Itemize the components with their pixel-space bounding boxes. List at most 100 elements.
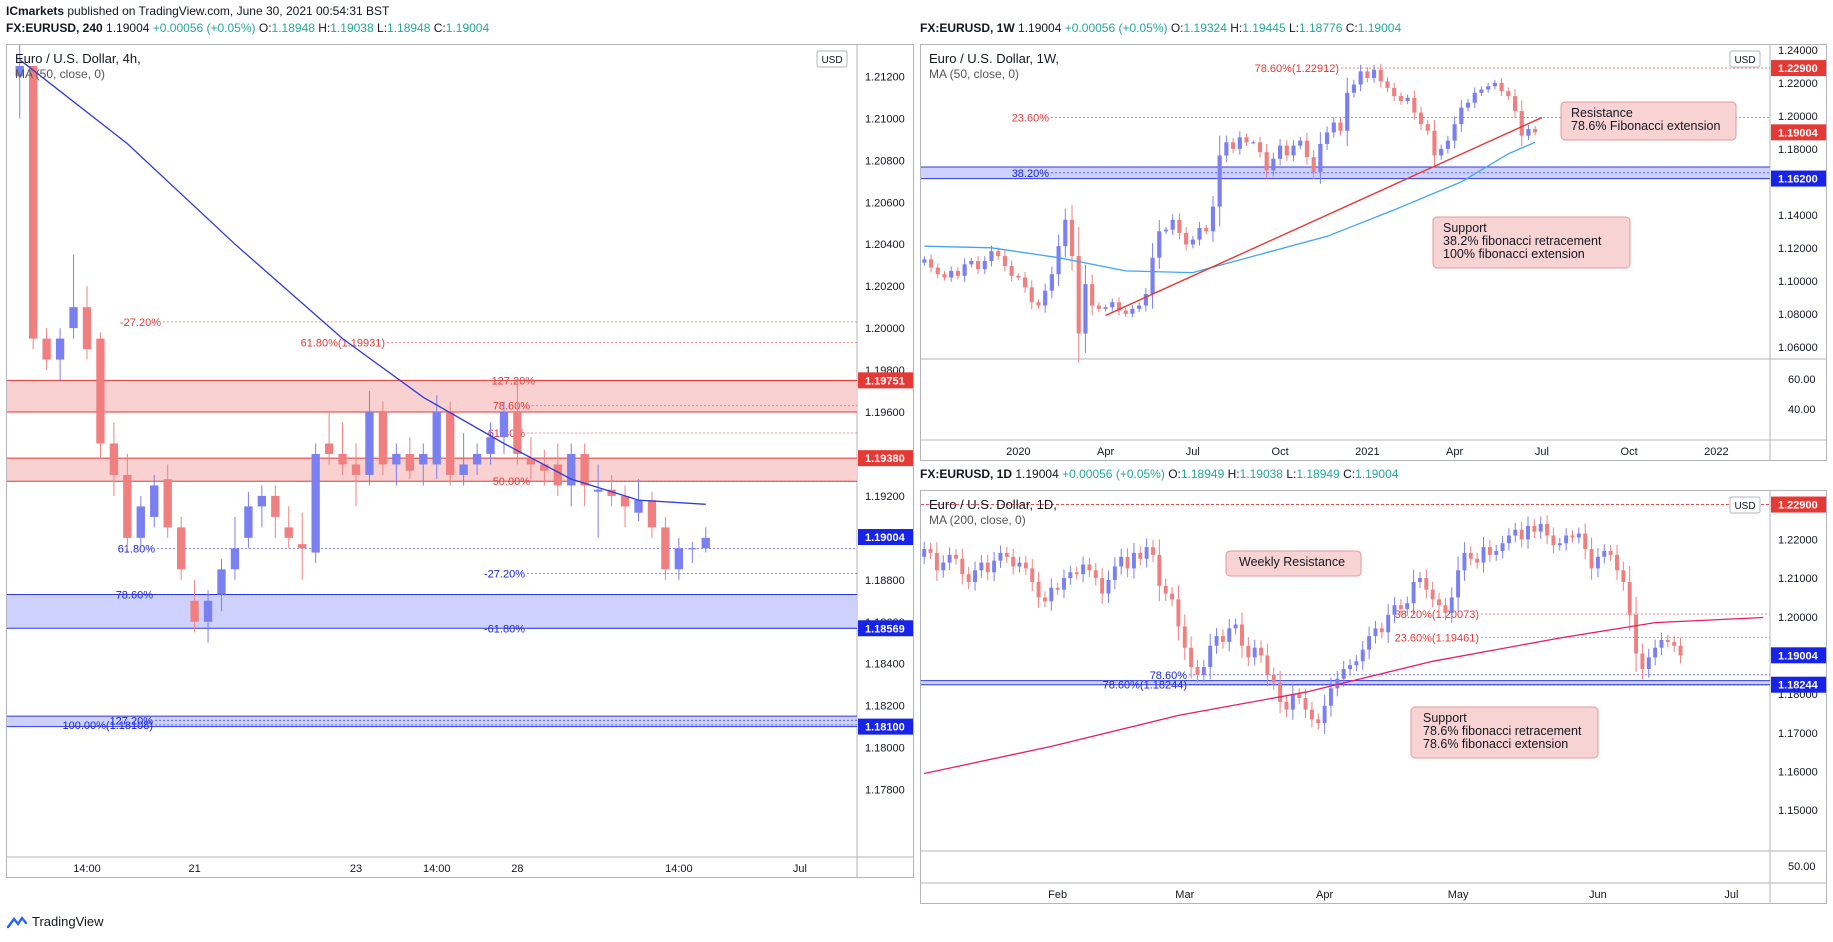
weekly-candle bbox=[1465, 102, 1471, 108]
daily-open: 1.18949 bbox=[1180, 467, 1225, 481]
daily-support-callout-line: 78.6% fibonacci extension bbox=[1423, 737, 1568, 751]
h4-candle bbox=[593, 489, 603, 492]
h4-candle bbox=[459, 464, 468, 475]
h4-fib-level-label: 78.60% bbox=[116, 589, 154, 601]
weekly-candle bbox=[1244, 137, 1249, 143]
daily-fib-level-label: 23.60%(1.19461) bbox=[1395, 633, 1479, 645]
daily-candle bbox=[1672, 641, 1677, 646]
h4-candle bbox=[647, 500, 657, 528]
weekly-candle bbox=[1358, 71, 1363, 85]
h4-y-tick-label: 1.18800 bbox=[865, 575, 905, 587]
weekly-y-tick-label: 1.10000 bbox=[1778, 276, 1818, 288]
daily-currency-label: USD bbox=[1734, 501, 1755, 512]
h4-candle bbox=[553, 464, 562, 486]
tradingview-footer[interactable]: TradingView bbox=[6, 914, 104, 929]
daily-price-tag bbox=[1771, 647, 1826, 664]
weekly-candle bbox=[1371, 69, 1377, 78]
weekly-candle bbox=[1251, 142, 1256, 144]
weekly-candle bbox=[1472, 92, 1477, 103]
h4-candle bbox=[257, 495, 267, 507]
daily-candle bbox=[1068, 572, 1073, 579]
daily-chart-panel[interactable]: 38.20%(1.20073) 23.60%(1.19461) 78.60%(1.1… bbox=[920, 490, 1827, 904]
weekly-candle bbox=[1130, 308, 1135, 314]
daily-candle bbox=[1240, 624, 1244, 646]
weekly-candle bbox=[1016, 275, 1021, 278]
weekly-candle bbox=[1533, 129, 1538, 133]
h4-candle bbox=[607, 489, 616, 496]
daily-candle bbox=[1487, 547, 1492, 555]
weekly-candle bbox=[1392, 87, 1397, 97]
h4-last: 1.19004 bbox=[106, 21, 150, 35]
daily-x-tick-label: Apr bbox=[1316, 889, 1333, 901]
h4-y-tick-label: 1.21000 bbox=[865, 113, 905, 125]
h4-candle bbox=[567, 453, 576, 486]
weekly-candle bbox=[1237, 137, 1242, 149]
daily-legend-indicator: MA (200, close, 0) bbox=[929, 513, 1026, 527]
h4-chart[interactable]: -27.20% 61.80%(1.19931) 127.20% 78.60% 61.80… bbox=[7, 45, 914, 878]
weekly-candle bbox=[935, 267, 940, 275]
weekly-candle bbox=[969, 261, 974, 265]
weekly-candle bbox=[1398, 96, 1403, 102]
weekly-candle bbox=[1264, 152, 1269, 171]
h4-support-thin-zone bbox=[7, 716, 857, 727]
daily-candle bbox=[1004, 552, 1009, 557]
daily-candle bbox=[1367, 636, 1372, 650]
h4-candle bbox=[526, 458, 536, 465]
weekly-legend-indicator: MA (50, close, 0) bbox=[929, 67, 1019, 81]
h4-price-tag-label: 1.18569 bbox=[865, 623, 905, 635]
publisher-name[interactable]: ICmarkets bbox=[6, 4, 65, 18]
weekly-candle bbox=[1324, 132, 1330, 144]
h4-candle bbox=[311, 453, 320, 553]
daily-high: 1.19038 bbox=[1239, 467, 1283, 481]
h4-candle bbox=[230, 548, 240, 570]
h4-candle bbox=[540, 464, 549, 471]
h4-candle bbox=[338, 453, 347, 465]
weekly-candle bbox=[1486, 86, 1491, 90]
weekly-candle bbox=[1445, 140, 1450, 149]
h4-symbol-header: FX:EURUSD, 240 1.19004 +0.00056 (+0.05%)… bbox=[6, 21, 489, 35]
weekly-candle bbox=[1143, 293, 1148, 306]
h4-h-label: H: bbox=[318, 21, 331, 35]
h4-price-tag-label: 1.19380 bbox=[865, 453, 905, 465]
h4-candle bbox=[513, 412, 522, 454]
weekly-candle bbox=[1076, 256, 1081, 334]
weekly-chart[interactable]: 78.60%(1.22912) 23.60% 38.20% 1.24000 1.2200… bbox=[921, 45, 1827, 461]
daily-candle bbox=[1322, 705, 1327, 724]
weekly-candle bbox=[1418, 112, 1424, 125]
weekly-candle bbox=[1338, 122, 1343, 131]
h4-candle bbox=[96, 338, 105, 444]
daily-candle bbox=[1062, 578, 1066, 590]
weekly-chart-panel[interactable]: 78.60%(1.22912) 23.60% 38.20% 1.24000 1.2200… bbox=[920, 44, 1827, 461]
daily-candle bbox=[1271, 674, 1276, 683]
daily-candle bbox=[966, 574, 971, 582]
daily-last: 1.19004 bbox=[1015, 467, 1059, 481]
h4-candle bbox=[203, 600, 213, 622]
h4-candle bbox=[701, 537, 710, 549]
h4-fib-level-label: 78.60% bbox=[493, 401, 531, 413]
weekly-price-tag-label: 1.16200 bbox=[1778, 174, 1818, 186]
daily-chart[interactable]: 38.20%(1.20073) 23.60%(1.19461) 78.60%(1.1… bbox=[921, 491, 1827, 904]
weekly-candle bbox=[1022, 277, 1028, 288]
weekly-candle bbox=[1506, 91, 1511, 97]
h4-candle bbox=[634, 500, 643, 513]
weekly-trendline bbox=[1105, 116, 1543, 317]
h4-candle bbox=[472, 453, 482, 465]
h4-l-label: L: bbox=[377, 21, 388, 35]
daily-candle bbox=[1246, 645, 1251, 658]
daily-candle bbox=[1640, 653, 1645, 669]
h4-chart-panel[interactable]: -27.20% 61.80%(1.19931) 127.20% 78.60% 61.80… bbox=[6, 44, 914, 878]
h4-legend-indicator: MA (50, close, 0) bbox=[15, 67, 105, 81]
h4-candle bbox=[244, 506, 253, 538]
weekly-candle bbox=[1069, 219, 1075, 257]
daily-candle bbox=[1252, 647, 1257, 658]
weekly-candle bbox=[1197, 228, 1202, 240]
weekly-candle bbox=[1284, 145, 1289, 156]
weekly-sub-tick-label: 60.00 bbox=[1788, 374, 1816, 386]
daily-candle bbox=[1017, 562, 1022, 567]
weekly-candle bbox=[962, 264, 967, 276]
h4-x-tick-label: 21 bbox=[188, 863, 200, 875]
h4-low: 1.18948 bbox=[387, 21, 431, 35]
weekly-y-tick-label: 1.06000 bbox=[1778, 342, 1818, 354]
weekly-low: 1.18776 bbox=[1299, 21, 1343, 35]
weekly-symbol-header: FX:EURUSD, 1W 1.19004 +0.00056 (+0.05%) … bbox=[920, 21, 1401, 35]
